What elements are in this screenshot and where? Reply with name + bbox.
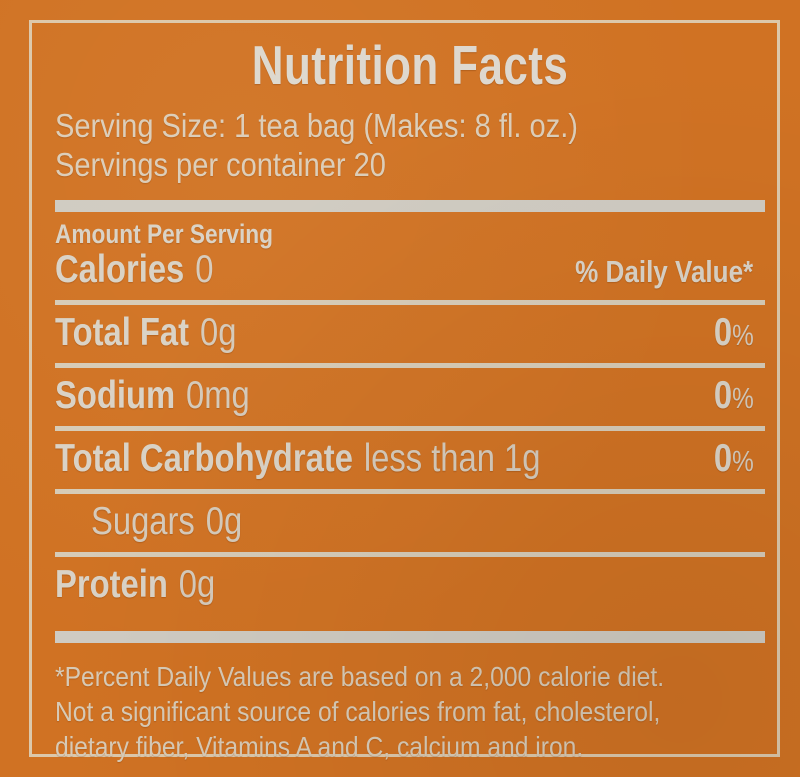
daily-value-cell: 0%: [713, 437, 753, 480]
thin-rule-1: [55, 300, 765, 305]
calories-row: Calories 0 % Daily Value*: [55, 248, 765, 300]
nutrient-label: Total Fat: [55, 311, 190, 354]
percent-sign: %: [731, 446, 754, 478]
table-row: Total Carbohydrate less than 1g 0%: [55, 431, 765, 489]
nutrient-left-group: Sugars 0g: [91, 500, 242, 544]
calories-label: Calories: [55, 248, 185, 291]
panel-border: [29, 20, 780, 757]
thin-rule-3: [55, 426, 765, 431]
nutrient-amount: 0g: [205, 500, 243, 543]
footnote-line: *Percent Daily Values are based on a 2,0…: [55, 661, 665, 692]
table-row: Sugars 0g: [55, 494, 765, 552]
daily-value-header: % Daily Value*: [575, 254, 754, 289]
heavy-rule-top: [55, 200, 765, 212]
footnote-line: dietary fiber, Vitamins A and C, calcium…: [55, 731, 584, 762]
nutrient-left-group: Total Fat 0g: [55, 311, 236, 355]
thin-rule-5: [55, 552, 765, 557]
nutrient-amount: 0mg: [186, 374, 250, 417]
table-row: Total Fat 0g 0%: [55, 305, 765, 363]
serving-info-block: Serving Size: 1 tea bag (Makes: 8 fl. oz…: [55, 106, 765, 184]
nutrient-left-group: Sodium 0mg: [55, 374, 250, 418]
nutrient-label: Sodium: [55, 374, 176, 417]
amount-per-serving-header: Amount Per Serving: [55, 219, 274, 249]
table-row: Sodium 0mg 0%: [55, 368, 765, 426]
nutrient-left-group: Total Carbohydrate less than 1g: [55, 437, 540, 481]
nutrient-label: Protein: [55, 563, 168, 606]
thin-rule-4: [55, 489, 765, 494]
servings-per-container-text: Servings per container 20: [55, 146, 386, 183]
footnote-line: Not a significant source of calories fro…: [55, 696, 661, 727]
daily-value-number: 0: [713, 374, 732, 417]
nutrient-amount: less than 1g: [363, 437, 541, 480]
percent-sign: %: [731, 320, 754, 352]
footnote-block: *Percent Daily Values are based on a 2,0…: [55, 659, 765, 764]
daily-value-cell: 0%: [713, 311, 753, 354]
daily-value-header-group: % Daily Value*: [575, 250, 765, 300]
daily-value-number: 0: [713, 311, 732, 354]
nutrient-dv-group: 0%: [713, 437, 765, 489]
nutrient-label: Sugars: [91, 500, 195, 543]
percent-sign: %: [731, 383, 754, 415]
daily-value-number: 0: [713, 437, 732, 480]
calories-value: 0: [195, 248, 214, 291]
panel-content: Nutrition Facts Serving Size: 1 tea bag …: [55, 20, 765, 764]
table-row: Protein 0g: [55, 557, 765, 615]
nutrient-left-group: Protein 0g: [55, 563, 215, 607]
nutrient-label: Total Carbohydrate: [55, 437, 353, 480]
nutrient-dv-group: 0%: [713, 374, 765, 426]
serving-size-text: Serving Size: 1 tea bag (Makes: 8 fl. oz…: [55, 107, 578, 144]
nutrient-amount: 0g: [199, 311, 237, 354]
nutrient-amount: 0g: [178, 563, 216, 606]
thin-rule-2: [55, 363, 765, 368]
nutrient-dv-group: 0%: [713, 311, 765, 363]
heavy-rule-bottom: [55, 631, 765, 643]
calories-left-group: Calories 0: [55, 248, 213, 292]
daily-value-cell: 0%: [713, 374, 753, 417]
page-title: Nutrition Facts: [251, 34, 569, 96]
